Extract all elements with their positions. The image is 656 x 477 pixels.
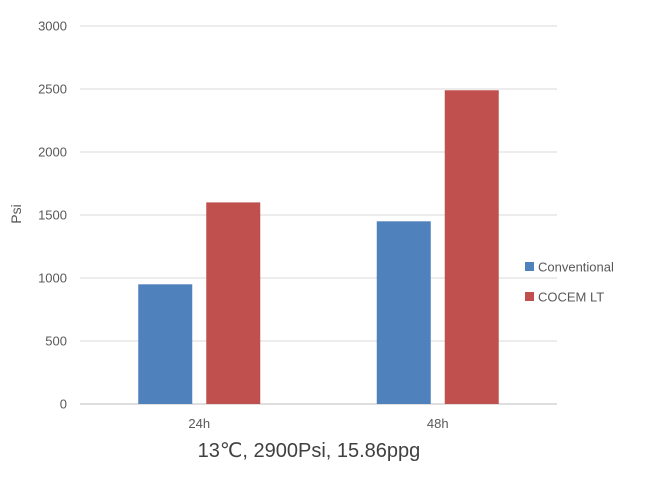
x-tick-label: 24h bbox=[188, 416, 210, 431]
bar-conventional-24h bbox=[138, 284, 193, 404]
y-tick-label: 0 bbox=[60, 397, 67, 412]
legend-swatch bbox=[525, 262, 534, 271]
y-tick-label: 1500 bbox=[38, 208, 67, 223]
bars bbox=[138, 90, 499, 404]
bar-conventional-48h bbox=[376, 221, 431, 404]
y-tick-label: 3000 bbox=[38, 19, 67, 34]
bar-cocem-lt-24h bbox=[206, 202, 261, 404]
legend-swatch bbox=[525, 292, 534, 301]
y-axis-ticks: 0 500 1000 1500 2000 2500 3000 bbox=[38, 19, 67, 412]
y-axis-title: Psi bbox=[8, 204, 24, 223]
bar-cocem-lt-48h bbox=[444, 90, 499, 404]
x-axis-title: 13℃, 2900Psi, 15.86ppg bbox=[198, 440, 421, 462]
y-tick-label: 500 bbox=[45, 334, 67, 349]
x-axis-ticks: 24h 48h bbox=[188, 416, 448, 431]
legend-label: Conventional bbox=[538, 260, 614, 275]
y-tick-label: 1000 bbox=[38, 271, 67, 286]
x-tick-label: 48h bbox=[427, 416, 449, 431]
y-tick-label: 2000 bbox=[38, 145, 67, 160]
legend: Conventional COCEM LT bbox=[525, 260, 614, 305]
y-tick-label: 2500 bbox=[38, 82, 67, 97]
legend-label: COCEM LT bbox=[538, 290, 604, 305]
